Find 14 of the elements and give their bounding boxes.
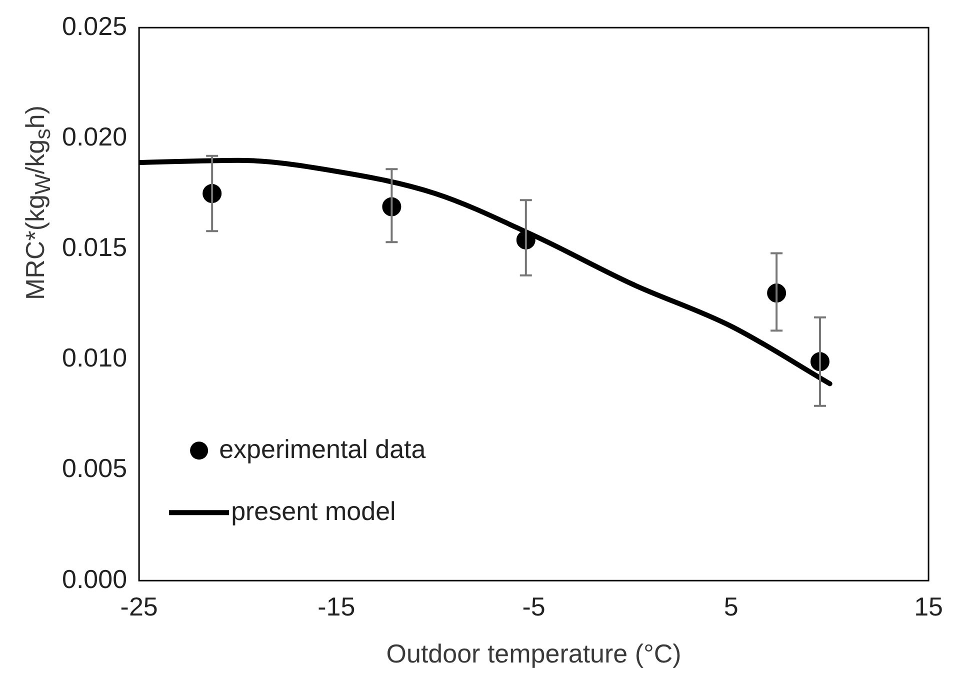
x-tick-label: 15	[914, 591, 943, 622]
y-tick-label: 0.015	[62, 232, 128, 262]
y-tick-label: 0.005	[62, 453, 128, 484]
x-tick-label: -25	[120, 591, 158, 622]
x-axis-title: Outdoor temperature (°C)	[386, 638, 682, 669]
legend-label: experimental data	[219, 434, 426, 464]
y-tick-label: 0.025	[62, 10, 128, 41]
x-tick-label: 5	[724, 591, 738, 622]
x-tick-label: -15	[318, 591, 356, 622]
legend-label: present model	[231, 496, 396, 526]
y-tick-label: 0.000	[62, 564, 128, 594]
y-tick-label: 0.010	[62, 342, 128, 373]
x-tick-label: -5	[522, 591, 546, 622]
y-tick-label: 0.020	[62, 121, 128, 152]
